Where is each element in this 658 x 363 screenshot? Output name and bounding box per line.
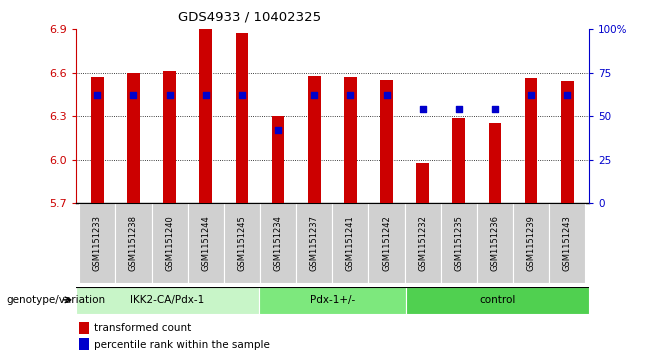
Point [237,92,247,98]
Point [273,127,284,133]
Bar [151,203,188,283]
Text: GSM1151241: GSM1151241 [346,215,355,271]
Bar [188,203,224,283]
Bar [453,118,465,203]
Bar [477,203,513,283]
Bar [224,203,260,283]
Text: IKK2-CA/Pdx-1: IKK2-CA/Pdx-1 [130,295,205,305]
Text: genotype/variation: genotype/variation [7,295,106,305]
Text: percentile rank within the sample: percentile rank within the sample [93,340,270,350]
Point [417,106,428,112]
Point [92,92,103,98]
Bar [163,71,176,203]
Point [164,92,175,98]
Text: GSM1151236: GSM1151236 [490,215,499,271]
Bar [344,77,357,203]
Point [381,92,392,98]
Point [490,106,500,112]
Text: GSM1151244: GSM1151244 [201,215,211,271]
Point [562,92,572,98]
Text: GSM1151240: GSM1151240 [165,215,174,271]
Bar [296,203,332,283]
Text: GSM1151239: GSM1151239 [526,215,536,271]
Bar [368,203,405,283]
Text: GSM1151234: GSM1151234 [274,215,282,271]
Text: GDS4933 / 10402325: GDS4933 / 10402325 [178,11,322,24]
Bar [199,29,212,203]
Text: Pdx-1+/-: Pdx-1+/- [310,295,355,305]
Bar [405,203,441,283]
Bar [380,80,393,203]
Point [453,106,464,112]
Bar [260,203,296,283]
Bar [91,77,104,203]
Text: GSM1151243: GSM1151243 [563,215,572,271]
Text: GSM1151232: GSM1151232 [418,215,427,271]
Text: GSM1151245: GSM1151245 [238,215,247,271]
Point [526,92,536,98]
Text: GSM1151233: GSM1151233 [93,215,102,271]
Bar [79,338,89,351]
Bar [308,76,320,203]
Point [201,92,211,98]
Bar [441,203,477,283]
Bar [79,203,115,283]
Bar [79,322,89,334]
Bar [417,163,429,203]
Bar [332,203,368,283]
Bar [561,81,574,203]
Text: transformed count: transformed count [93,323,191,333]
Text: control: control [479,295,515,305]
Text: GSM1151237: GSM1151237 [310,215,318,271]
Bar [127,73,140,203]
Bar [236,33,248,203]
Bar [272,116,284,203]
Text: GSM1151238: GSM1151238 [129,215,138,271]
Bar [76,287,259,314]
Bar [513,203,549,283]
Bar [259,287,405,314]
Bar [525,78,538,203]
Point [309,92,320,98]
Text: GSM1151235: GSM1151235 [454,215,463,271]
Text: GSM1151242: GSM1151242 [382,215,391,271]
Bar [405,287,589,314]
Bar [489,123,501,203]
Bar [549,203,586,283]
Bar [115,203,151,283]
Point [345,92,355,98]
Point [128,92,139,98]
